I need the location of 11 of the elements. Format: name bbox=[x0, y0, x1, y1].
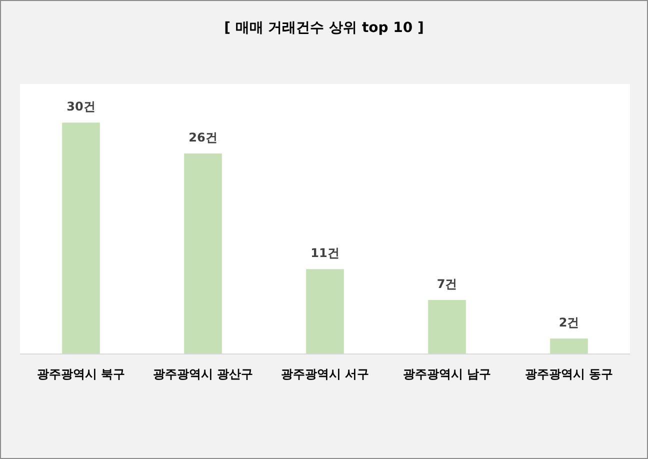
data-label: 30건 bbox=[66, 100, 96, 114]
data-label: 7건 bbox=[436, 277, 458, 292]
data-label: 26건 bbox=[188, 130, 218, 144]
data-label: 2건 bbox=[558, 316, 580, 330]
x-tick-label: 광주광역시 동구 bbox=[524, 367, 614, 381]
x-tick-label: 광주광역시 서구 bbox=[280, 367, 370, 381]
x-tick-label: 광주광역시 북구 bbox=[36, 367, 126, 381]
x-tick-label: 광주광역시 광산구 bbox=[152, 367, 254, 381]
chart-title: [ 매매 거래건수 상위 top 10 ] bbox=[224, 20, 424, 36]
data-label: 11건 bbox=[310, 246, 340, 260]
x-tick-label: 광주광역시 남구 bbox=[402, 367, 492, 381]
